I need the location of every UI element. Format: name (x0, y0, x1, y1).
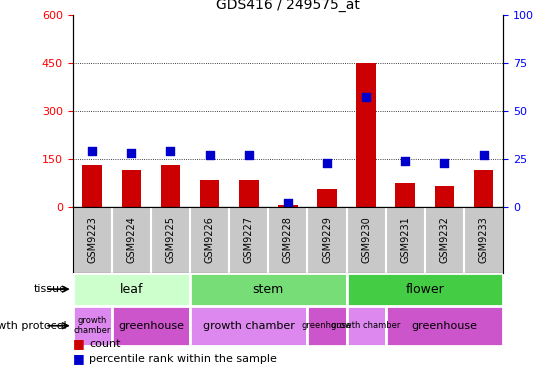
Text: GSM9231: GSM9231 (400, 216, 410, 263)
Point (244, 152, 253, 158)
Bar (347, 273, 503, 306)
Bar (435, 186, 454, 207)
Text: tissue: tissue (34, 284, 67, 294)
Text: growth chamber: growth chamber (331, 321, 401, 330)
Point (283, 200, 292, 206)
Bar (190, 306, 307, 346)
Text: GSM9230: GSM9230 (361, 216, 371, 263)
Point (166, 148, 175, 154)
Point (479, 152, 488, 158)
Text: stem: stem (253, 283, 284, 296)
Text: percentile rank within the sample: percentile rank within the sample (89, 354, 277, 364)
Text: GSM9225: GSM9225 (165, 216, 176, 263)
Point (362, 94, 371, 100)
Bar (307, 306, 347, 346)
Text: count: count (89, 339, 121, 349)
Text: ■: ■ (73, 352, 84, 365)
Text: greenhouse: greenhouse (302, 321, 352, 330)
Title: GDS416 / 249575_at: GDS416 / 249575_at (216, 0, 360, 12)
Point (127, 150, 136, 156)
Text: greenhouse: greenhouse (118, 321, 184, 331)
Bar (83, 165, 102, 207)
Text: GSM9232: GSM9232 (439, 216, 449, 263)
Bar (386, 306, 503, 346)
Text: ■: ■ (73, 337, 84, 351)
Text: greenhouse: greenhouse (411, 321, 477, 331)
Text: growth chamber: growth chamber (203, 321, 295, 331)
Bar (474, 170, 494, 207)
Bar (278, 205, 298, 207)
Bar (396, 183, 415, 207)
Bar (357, 63, 376, 207)
Bar (200, 180, 219, 207)
Text: growth
chamber: growth chamber (74, 316, 111, 336)
Point (401, 158, 410, 164)
Text: GSM9227: GSM9227 (244, 216, 254, 263)
Bar (239, 180, 258, 207)
Text: leaf: leaf (120, 283, 143, 296)
Text: GSM9223: GSM9223 (87, 216, 97, 263)
Bar (73, 273, 190, 306)
Bar (190, 273, 347, 306)
Text: GSM9224: GSM9224 (126, 216, 136, 263)
Text: GSM9233: GSM9233 (479, 216, 489, 263)
Point (323, 160, 331, 165)
Point (88, 148, 97, 154)
Text: GSM9229: GSM9229 (322, 216, 332, 263)
Point (205, 152, 214, 158)
Text: GSM9228: GSM9228 (283, 216, 293, 263)
Text: GSM9226: GSM9226 (205, 216, 215, 263)
Bar (73, 306, 112, 346)
Point (440, 160, 449, 165)
Bar (112, 306, 190, 346)
Bar (122, 170, 141, 207)
Bar (347, 306, 386, 346)
Bar (318, 189, 337, 207)
Text: growth protocol: growth protocol (0, 321, 67, 331)
Text: flower: flower (405, 283, 444, 296)
Bar (161, 165, 180, 207)
